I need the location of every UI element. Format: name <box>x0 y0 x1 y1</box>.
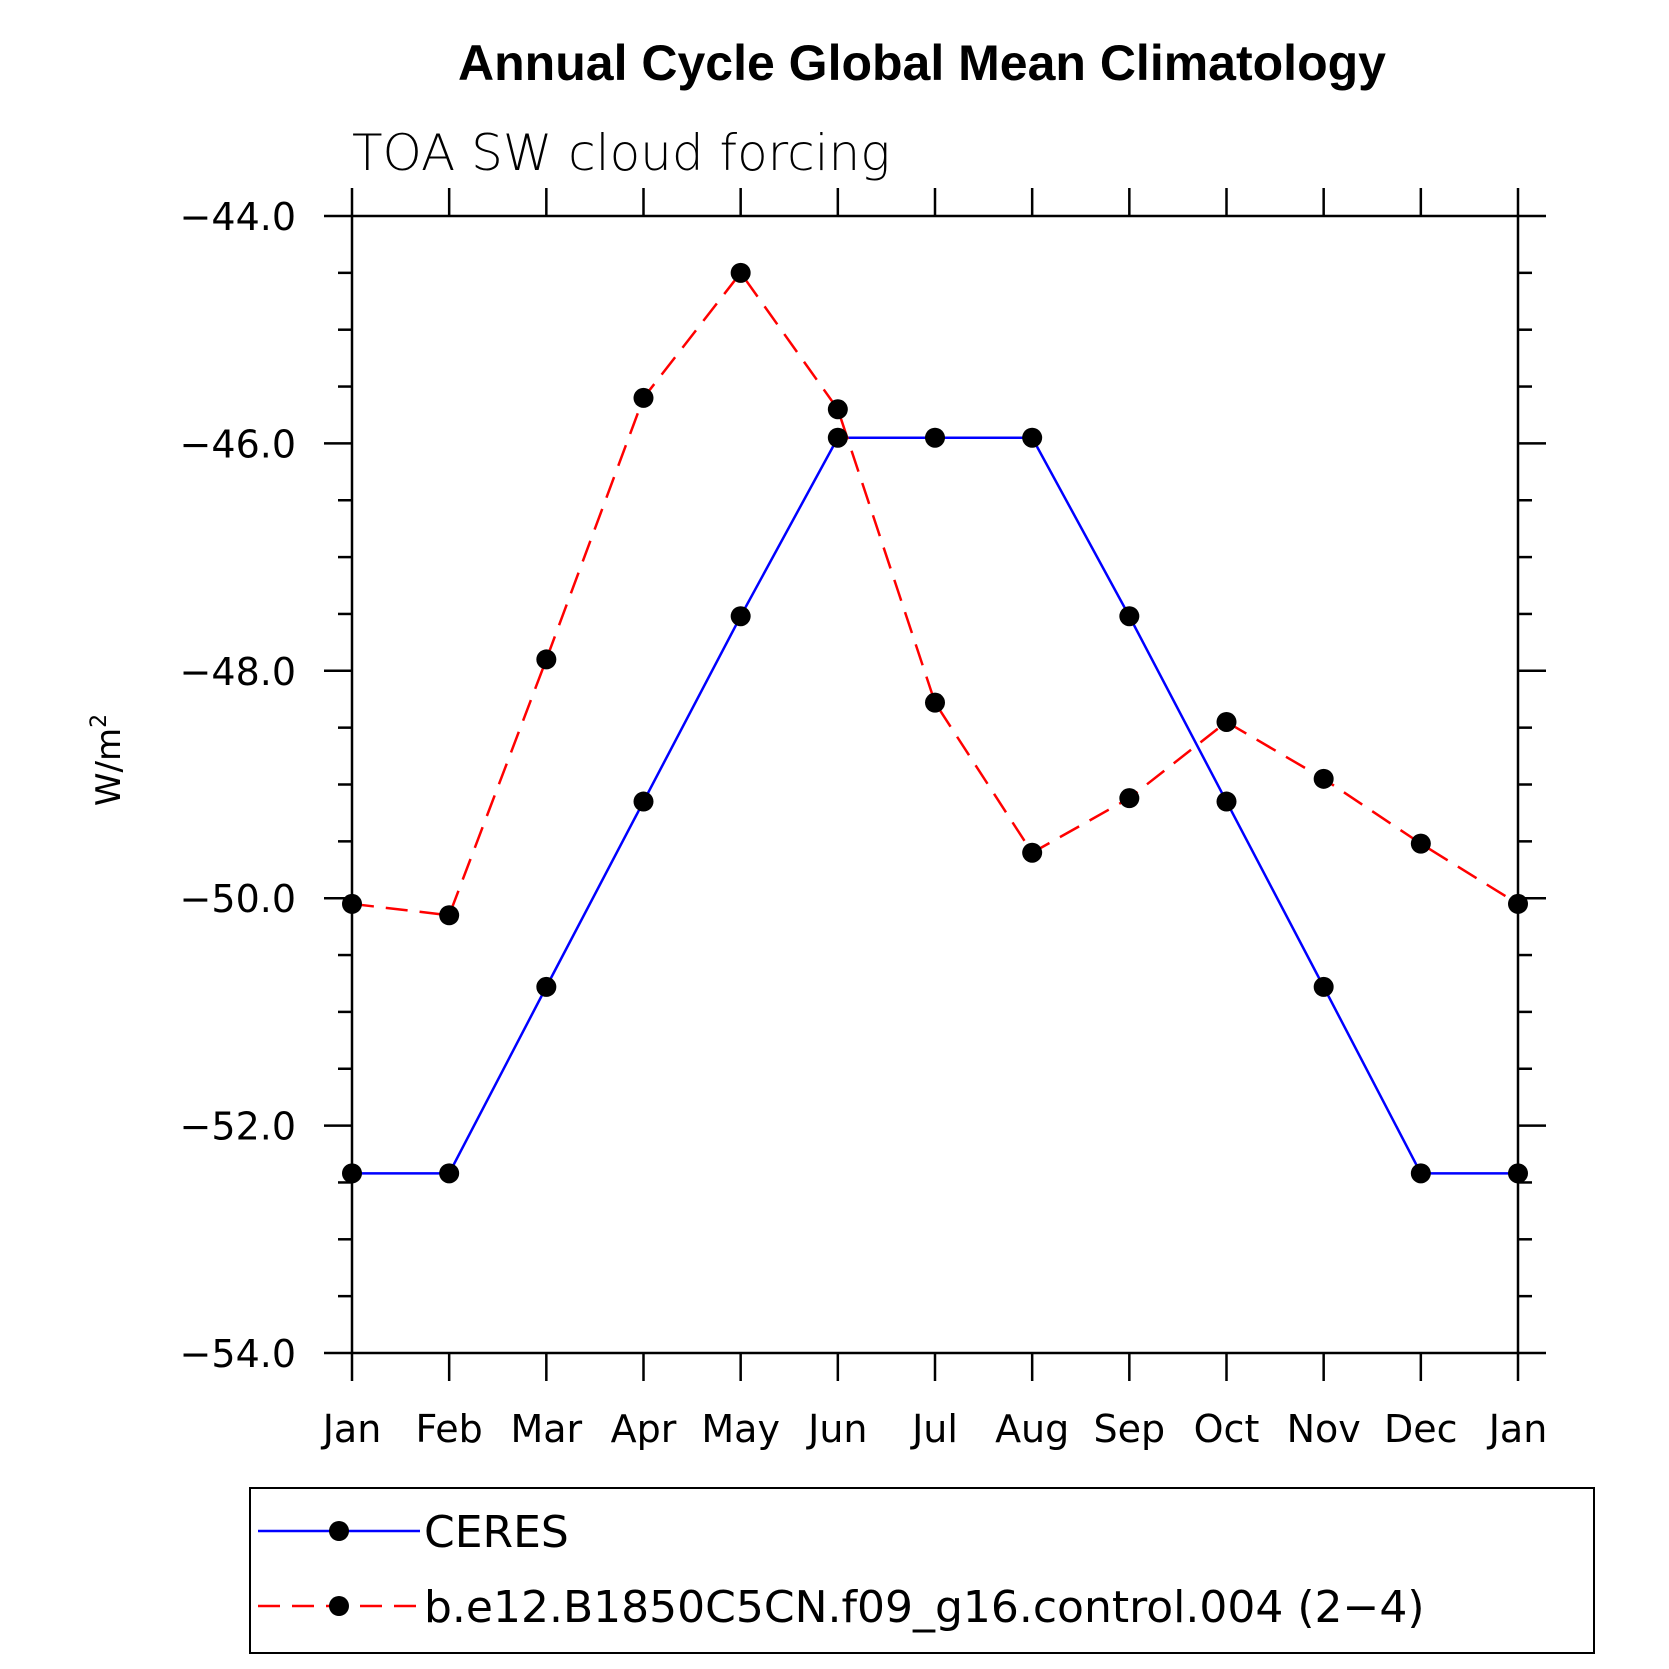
series-1-point <box>1216 711 1237 732</box>
x-tick-label: Jan <box>1487 1407 1548 1451</box>
legend-marker-1 <box>329 1596 349 1616</box>
axis-ticks <box>324 188 1546 1381</box>
y-axis-label: W/m2 <box>87 714 129 806</box>
series-layer <box>342 262 1528 1184</box>
series-0-point <box>925 427 945 448</box>
series-0-point <box>342 1163 362 1184</box>
series-1-point <box>342 893 362 914</box>
series-1-point <box>730 262 751 283</box>
legend-marker-0 <box>329 1521 349 1541</box>
series-0-point <box>827 427 848 448</box>
series-line-1 <box>351 270 1519 917</box>
series-1-point <box>1022 842 1043 863</box>
x-tick-label: Dec <box>1384 1407 1458 1451</box>
y-tick-label: −44.0 <box>180 195 296 239</box>
x-tick-label: Sep <box>1094 1407 1166 1451</box>
series-1-point <box>1508 893 1528 914</box>
x-tick-label: May <box>701 1407 780 1451</box>
series-1-point <box>1410 833 1431 854</box>
x-tick-label: Aug <box>995 1407 1069 1451</box>
series-1-point <box>536 649 557 670</box>
y-tick-labels: −44.0 −46.0 −48.0 −50.0 −52.0 −54.0 <box>180 195 296 1376</box>
y-tick-label: −50.0 <box>180 877 296 921</box>
x-tick-label: Jun <box>806 1407 867 1451</box>
series-0-point <box>1313 976 1334 997</box>
legend-label-0: CERES <box>424 1507 569 1558</box>
legend-box <box>249 1487 1595 1654</box>
y-axis-label-superscript: 2 <box>87 714 112 728</box>
series-1-point <box>633 387 654 408</box>
series-line-0 <box>352 436 1518 1175</box>
y-tick-label: −48.0 <box>180 650 296 694</box>
y-tick-label: −46.0 <box>180 422 296 466</box>
series-0-point <box>1508 1163 1528 1184</box>
series-1-point <box>1313 768 1334 789</box>
x-tick-labels: Jan Feb Mar Apr May Jun Jul Aug Sep Oct Nov Dec Jan <box>321 1407 1548 1451</box>
legend: CERES b.e12.B1850C5CN.f09_g16.control.004… <box>249 1487 1595 1654</box>
plot-frame <box>350 214 1520 1355</box>
series-1-point <box>439 905 460 926</box>
series-0-point <box>439 1163 460 1184</box>
series-0-point <box>536 976 557 997</box>
x-tick-label: Mar <box>510 1407 582 1451</box>
series-0-point <box>1022 427 1043 448</box>
x-tick-label: Jan <box>321 1407 382 1451</box>
chart-title: Annual Cycle Global Mean Climatology <box>458 35 1386 91</box>
chart-subtitle: TOA SW cloud forcing <box>352 124 890 182</box>
series-1-point <box>827 399 848 420</box>
series-0-point <box>1410 1163 1431 1184</box>
legend-label-1: b.e12.B1850C5CN.f09_g16.control.004 (2−4… <box>424 1582 1425 1633</box>
x-tick-label: Apr <box>611 1407 677 1451</box>
y-tick-label: −52.0 <box>180 1105 296 1149</box>
series-0-point <box>633 791 654 812</box>
series-0-point <box>1216 791 1237 812</box>
x-tick-label: Jul <box>910 1407 958 1451</box>
x-tick-label: Oct <box>1194 1407 1260 1451</box>
series-0-point <box>730 606 751 627</box>
x-tick-label: Feb <box>416 1407 483 1451</box>
series-0-point <box>1119 606 1140 627</box>
plot-border <box>350 214 1520 1355</box>
series-1-point <box>925 692 945 713</box>
y-tick-label: −54.0 <box>180 1332 296 1376</box>
x-tick-label: Nov <box>1287 1407 1361 1451</box>
series-1-point <box>1119 788 1140 809</box>
